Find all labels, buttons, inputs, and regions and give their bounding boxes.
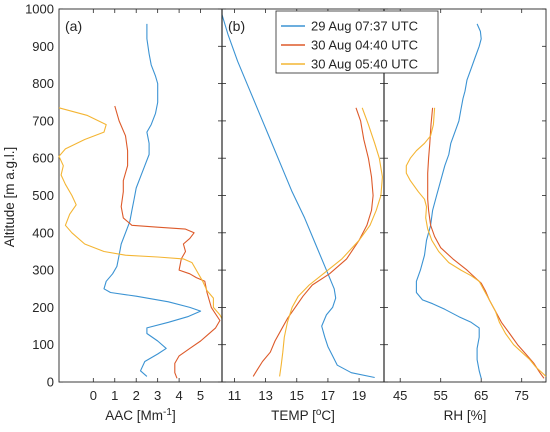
x-axis-title: AAC [Mm-1]	[105, 407, 175, 423]
y-tick-label: 200	[32, 300, 54, 315]
x-tick-label: 0	[90, 388, 97, 403]
x-tick-label: 15	[290, 388, 304, 403]
y-tick-label: 700	[32, 113, 54, 128]
panel-frame	[58, 8, 223, 383]
x-tick-label: 45	[393, 388, 407, 403]
series-line	[221, 14, 375, 379]
legend: 29 Aug 07:37 UTC 30 Aug 04:40 UTC 30 Aug 0…	[275, 10, 439, 74]
x-tick-label: 55	[433, 388, 447, 403]
y-tick-label: 400	[32, 225, 54, 240]
y-axis: 0 100 200 300 400 500 600 700 800 900 1000	[25, 2, 63, 390]
panel-label: (a)	[65, 18, 82, 34]
series-line	[279, 107, 383, 377]
y-tick-label: 300	[32, 263, 54, 278]
legend-label: 29 Aug 07:37 UTC	[311, 19, 418, 34]
series-line	[415, 23, 482, 379]
y-tick-label: 800	[32, 76, 54, 91]
y-tick-label: 100	[32, 337, 54, 352]
x-tick-label: 11	[228, 388, 242, 403]
x-axis-title: RH [%]	[444, 408, 487, 423]
x-tick-label: 3	[154, 388, 161, 403]
y-tick-label: 900	[32, 39, 54, 54]
x-tick-label: 75	[514, 388, 528, 403]
series-line	[114, 105, 221, 379]
x-axis-title: TEMP [oC]	[271, 407, 335, 423]
y-tick-label: 600	[32, 151, 54, 166]
y-tick-label: 0	[47, 375, 54, 390]
y-axis-title: Altitude [m a.g.l.]	[2, 147, 17, 248]
y-tick-label: 500	[32, 188, 54, 203]
x-tick-label: 2	[133, 388, 140, 403]
y-tick-label: 1000	[25, 2, 54, 17]
panel-label: (b)	[228, 18, 245, 34]
legend-label: 30 Aug 04:40 UTC	[311, 38, 418, 53]
x-tick-label: 5	[197, 388, 204, 403]
legend-label: 30 Aug 05:40 UTC	[311, 57, 418, 72]
series-line	[103, 23, 202, 377]
x-tick-label: 13	[258, 388, 272, 403]
series-line	[427, 107, 545, 379]
x-tick-label: 19	[352, 388, 366, 403]
series-line	[252, 107, 374, 377]
panel-a: 0 1 2 3 4 5 (a) AAC [Mm-1]	[58, 8, 223, 423]
series-line	[58, 107, 223, 319]
x-tick-label: 4	[175, 388, 182, 403]
series-line	[405, 107, 547, 377]
x-tick-label: 1	[111, 388, 118, 403]
x-tick-label: 17	[321, 388, 335, 403]
x-tick-label: 65	[474, 388, 488, 403]
legend-box	[275, 10, 439, 74]
